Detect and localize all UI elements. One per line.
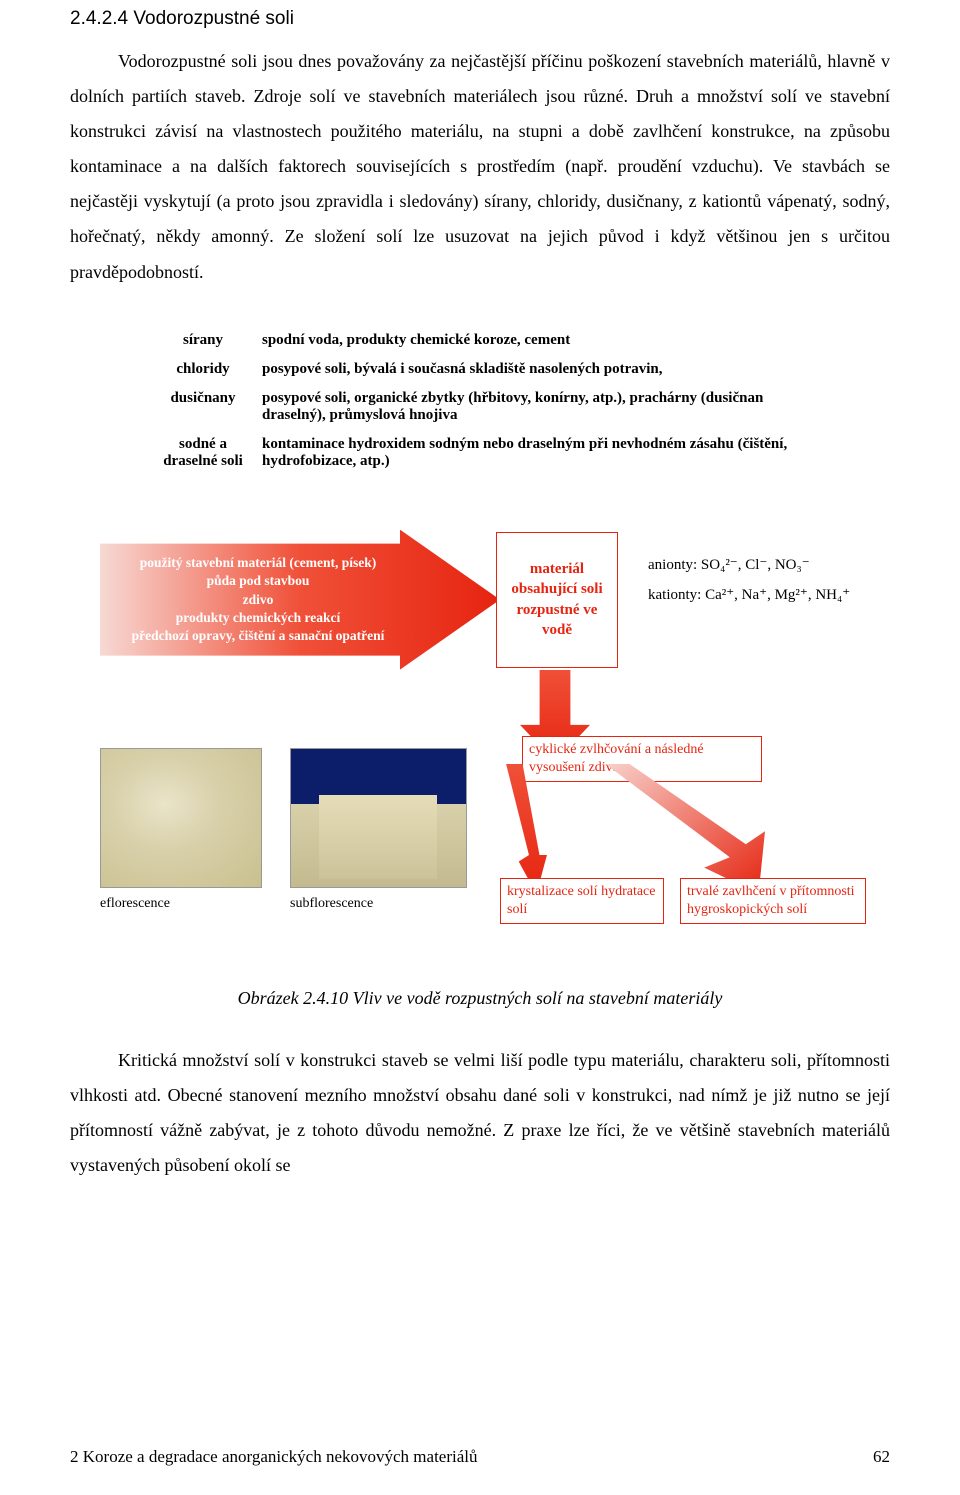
diagonal-arrow-left-icon: [493, 764, 558, 894]
salt-label: sírany: [154, 330, 252, 351]
photo-label-eflorescence: eflorescence: [100, 896, 170, 912]
body-paragraph-2: Kritická množství solí v konstrukci stav…: [70, 1043, 890, 1183]
cations-line: kationty: Ca²⁺, Na⁺, Mg²⁺, NH₄⁺: [648, 580, 850, 610]
salt-text: posypové soli, bývalá i současná skladiš…: [258, 359, 806, 380]
figure-caption: Obrázek 2.4.10 Vliv ve vodě rozpustných …: [70, 988, 890, 1009]
salt-sources-table: sírany spodní voda, produkty chemické ko…: [148, 322, 812, 480]
input-arrow: použitý stavební materiál (cement, písek…: [100, 530, 500, 670]
arrow-line: předchozí opravy, čištění a sanační opat…: [132, 628, 385, 643]
table-row: chloridy posypové soli, bývalá i současn…: [154, 359, 806, 380]
salt-text: posypové soli, organické zbytky (hřbitov…: [258, 388, 806, 426]
table-row: sírany spodní voda, produkty chemické ko…: [154, 330, 806, 351]
salt-label: chloridy: [154, 359, 252, 380]
photo-subflorescence: [290, 748, 467, 888]
diagonal-arrow-right-icon: [605, 764, 765, 894]
ion-list: anionty: SO₄²⁻, Cl⁻, NO₃⁻ kationty: Ca²⁺…: [648, 550, 850, 610]
section-heading: 2.4.2.4 Vodorozpustné soli: [70, 8, 890, 30]
body-paragraph-1: Vodorozpustné soli jsou dnes považovány …: [70, 44, 890, 290]
photo-eflorescence: [100, 748, 262, 888]
result-box-hygroscopic: trvalé zavlhčení v přítomnosti hygroskop…: [680, 878, 866, 924]
salt-label: sodné a draselné soli: [154, 434, 252, 472]
salt-influence-diagram: použitý stavební materiál (cement, písek…: [100, 510, 860, 930]
page-footer: 2 Koroze a degradace anorganických nekov…: [70, 1447, 890, 1467]
salt-text: spodní voda, produkty chemické koroze, c…: [258, 330, 806, 351]
salt-label: dusičnany: [154, 388, 252, 426]
anions-line: anionty: SO₄²⁻, Cl⁻, NO₃⁻: [648, 550, 850, 580]
center-material-box: materiál obsahující soli rozpustné ve vo…: [496, 532, 618, 668]
table-row: sodné a draselné soli kontaminace hydrox…: [154, 434, 806, 472]
arrow-line: zdivo: [243, 592, 274, 607]
table-row: dusičnany posypové soli, organické zbytk…: [154, 388, 806, 426]
photo-label-subflorescence: subflorescence: [290, 896, 373, 912]
footer-page: 62: [873, 1447, 890, 1467]
salt-text: kontaminace hydroxidem sodným nebo drase…: [258, 434, 806, 472]
result-box-crystallization: krystalizace solí hydratace solí: [500, 878, 664, 924]
footer-chapter: 2 Koroze a degradace anorganických nekov…: [70, 1447, 478, 1467]
input-arrow-text: použitý stavební materiál (cement, písek…: [100, 554, 398, 645]
arrow-line: produkty chemických reakcí: [176, 610, 341, 625]
arrow-line: půda pod stavbou: [207, 573, 310, 588]
arrow-line: použitý stavební materiál (cement, písek…: [140, 555, 377, 570]
